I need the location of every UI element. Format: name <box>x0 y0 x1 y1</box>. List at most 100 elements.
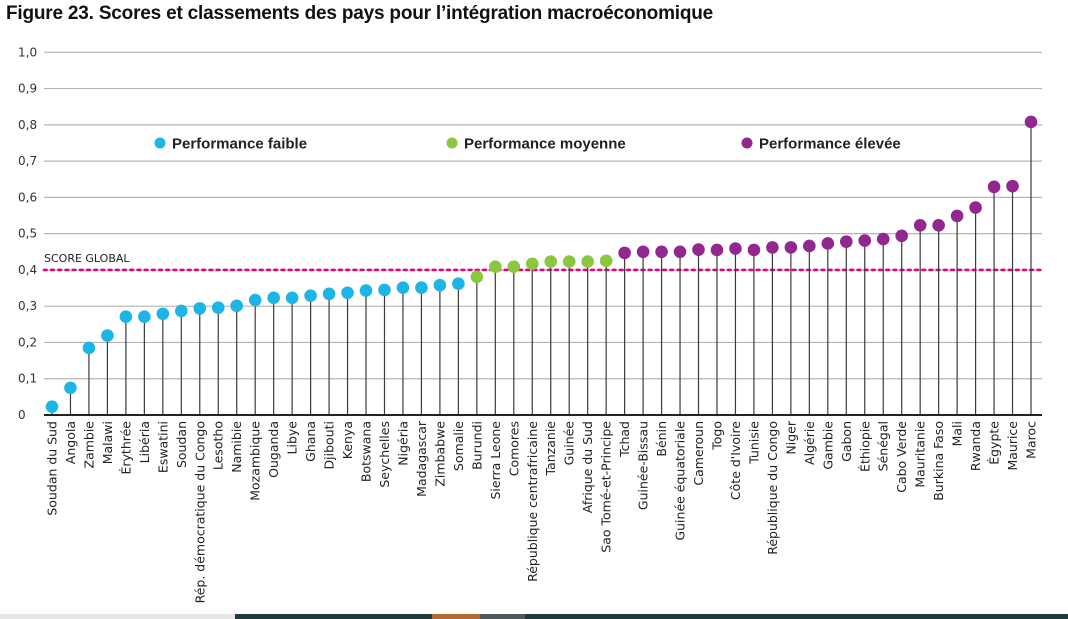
data-point <box>1024 115 1038 129</box>
category-label: Seychelles <box>377 421 392 488</box>
category-label: Sénégal <box>876 421 891 471</box>
category-label: Éthiopie <box>857 421 872 472</box>
category-label: Côte d'Ivoire <box>728 421 743 500</box>
y-tick-label: 0,9 <box>18 82 37 96</box>
category-label: Comores <box>506 421 521 476</box>
category-label: Soudan du Sud <box>45 421 60 516</box>
y-tick-label: 0 <box>18 408 26 422</box>
data-point <box>230 299 244 313</box>
data-point <box>932 219 945 232</box>
category-label: Soudan <box>174 421 189 468</box>
category-label: Eswatini <box>155 421 170 473</box>
legend-marker <box>154 137 166 149</box>
category-label: Zambie <box>81 421 96 469</box>
data-point <box>415 281 428 294</box>
category-label: Djibouti <box>322 421 337 469</box>
legend-label: Performance moyenne <box>464 136 626 153</box>
data-point <box>581 255 594 268</box>
chart-title: Figure 23. Scores et classements des pay… <box>6 3 714 24</box>
category-label: Somalie <box>451 421 466 471</box>
bottom-bar-accent <box>432 614 480 619</box>
y-tick-label: 0,1 <box>18 372 37 386</box>
category-label: Botswana <box>359 421 374 482</box>
category-label: Gabon <box>839 421 854 462</box>
data-point <box>341 286 354 300</box>
legend-label: Performance élevée <box>759 136 901 153</box>
data-point <box>193 302 207 315</box>
category-label: Angola <box>63 421 78 464</box>
data-point <box>175 304 188 318</box>
category-label: Rwanda <box>968 421 983 471</box>
data-point <box>987 180 1001 194</box>
category-label: Gambie <box>820 421 835 470</box>
category-label: Niger <box>783 420 798 454</box>
category-label: Rép. démocratique du Congo <box>192 421 207 603</box>
data-point <box>562 255 576 268</box>
category-label: Guinée équatoriale <box>673 421 688 541</box>
data-point <box>489 260 502 273</box>
category-label: Libye <box>285 421 300 455</box>
category-label: Tanzanie <box>543 421 558 477</box>
category-label: République centrafricaine <box>525 421 540 582</box>
data-point <box>322 287 336 301</box>
y-tick-label: 0,3 <box>18 299 37 313</box>
data-point <box>729 242 742 255</box>
category-label: Namibie <box>229 421 244 473</box>
data-point <box>433 278 447 292</box>
data-point <box>359 284 373 297</box>
data-point <box>507 260 521 273</box>
category-label: Tchad <box>617 421 632 458</box>
category-label: Guinée <box>562 421 577 466</box>
data-point <box>211 301 225 314</box>
data-point <box>599 254 613 268</box>
category-label: Ghana <box>303 421 318 462</box>
data-point <box>969 201 982 214</box>
data-point <box>766 241 779 254</box>
y-tick-label: 1,0 <box>18 45 37 59</box>
category-label: Cameroun <box>691 421 706 486</box>
data-point <box>452 277 465 291</box>
data-point <box>378 283 391 297</box>
category-label: République du Congo <box>765 421 780 555</box>
data-point <box>895 229 908 243</box>
y-tick-label: 0,6 <box>18 190 37 204</box>
category-label: Burkina Faso <box>931 421 946 501</box>
category-label: Nigéria <box>395 421 410 466</box>
data-point <box>692 243 705 256</box>
category-label: Ouganda <box>266 421 281 478</box>
category-label: Maurice <box>1005 421 1020 471</box>
data-point <box>821 237 835 250</box>
data-point <box>784 241 798 254</box>
data-point <box>876 232 890 246</box>
data-point <box>64 381 77 395</box>
category-label: Algérie <box>802 421 817 465</box>
data-point <box>673 245 687 259</box>
category-label: Mozambique <box>248 421 263 501</box>
data-point <box>45 400 59 413</box>
category-label: Tunisie <box>746 421 761 465</box>
data-point <box>304 289 317 302</box>
data-point <box>82 341 96 355</box>
data-point <box>544 255 558 268</box>
y-tick-label: 0,8 <box>18 118 37 132</box>
category-label: Madagascar <box>414 420 429 497</box>
legend-marker <box>741 137 753 149</box>
category-label: Maroc <box>1024 421 1039 459</box>
data-point <box>618 246 631 260</box>
data-point <box>396 281 410 294</box>
bottom-bar-dark <box>235 614 1068 619</box>
data-point <box>285 291 299 305</box>
data-point <box>839 235 853 248</box>
data-point <box>913 219 927 232</box>
category-label: Kenya <box>340 421 355 459</box>
data-point <box>636 245 650 259</box>
category-label: Afrique du Sud <box>580 421 595 513</box>
data-point <box>803 239 816 253</box>
y-tick-label: 0,2 <box>18 335 37 349</box>
category-label: Sierra Leone <box>488 421 503 500</box>
category-label: Libéria <box>137 421 152 463</box>
category-label: Mali <box>950 421 965 446</box>
data-point <box>470 270 484 284</box>
y-tick-label: 0,4 <box>18 263 37 277</box>
